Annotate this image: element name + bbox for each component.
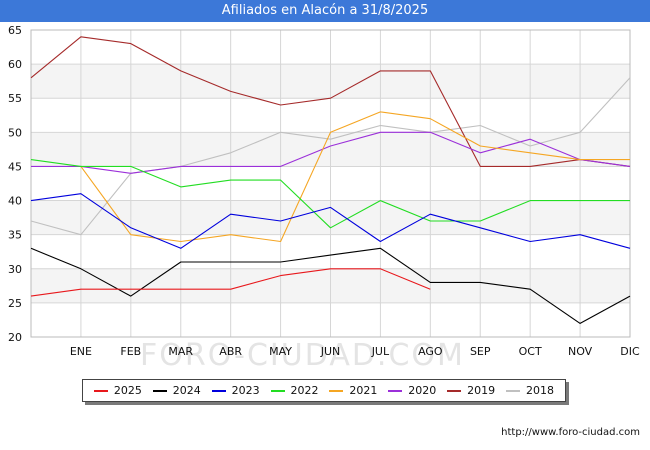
y-tick-label: 50: [8, 126, 22, 139]
series-line-2019: [30, 36, 631, 167]
legend-item-2022: 2022: [270, 384, 319, 397]
legend-item-2025: 2025: [93, 384, 142, 397]
series-lines: [30, 36, 631, 324]
x-tick-label: MAY: [269, 345, 292, 358]
y-tick-label: 45: [8, 160, 22, 173]
legend-swatch: [329, 389, 344, 392]
chart-title: Afiliados en Alacón a 31/8/2025: [0, 0, 650, 22]
source-url: http://www.foro-ciudad.com: [501, 427, 640, 438]
y-tick-label: 20: [8, 331, 22, 344]
series-line-2021: [80, 111, 630, 243]
x-tick-label: SEP: [470, 345, 491, 358]
legend-swatch: [388, 389, 403, 392]
x-tick-label: MAR: [168, 345, 193, 358]
legend-item-2023: 2023: [211, 384, 260, 397]
legend-label: 2025: [113, 384, 142, 397]
legend-swatch: [270, 389, 285, 392]
series-line-2020: [31, 131, 631, 174]
legend-swatch: [506, 389, 520, 392]
y-tick-label: 30: [8, 263, 22, 276]
legend-swatch: [152, 389, 167, 392]
legend-swatch: [447, 389, 462, 392]
series-line-2023: [30, 193, 631, 249]
legend-item-2018: 2018: [506, 384, 554, 397]
legend-label: 2020: [408, 384, 437, 397]
legend: 2025 2024 2023 2022 2021 2020 2019 2018: [82, 379, 566, 402]
x-axis-ticks: ENE FEB MAR ABR MAY JUN JUL AGO SEP OCT NOV DIC: [70, 345, 640, 358]
y-axis-ticks: 20 25 30 35 40 45 50 55 60 65: [8, 24, 22, 344]
x-tick-label: ABR: [219, 345, 242, 358]
legend-item-2024: 2024: [152, 384, 201, 397]
legend-swatch: [211, 389, 226, 392]
series-line-2025: [30, 268, 431, 297]
series-line-2024: [30, 247, 631, 324]
legend-item-2021: 2021: [329, 384, 377, 397]
legend-label: 2022: [290, 384, 319, 397]
x-tick-label: DIC: [620, 345, 640, 358]
legend-swatch: [93, 389, 108, 392]
y-tick-label: 25: [8, 297, 22, 310]
y-tick-label: 40: [8, 195, 22, 208]
y-tick-label: 35: [8, 229, 22, 242]
y-tick-label: 55: [8, 92, 22, 105]
legend-item-2019: 2019: [447, 384, 495, 397]
legend-item-2020: 2020: [388, 384, 436, 397]
y-tick-label: 60: [8, 58, 22, 71]
watermark: FORO-CIUDAD.COM: [140, 338, 465, 373]
legend-label: 2024: [172, 384, 201, 397]
series-line-2022: [30, 159, 630, 229]
x-tick-label: JUL: [371, 345, 390, 358]
legend-label: 2018: [526, 384, 554, 397]
legend-label: 2019: [467, 384, 496, 397]
line-chart: FORO-CIUDAD.COM 20 25 30 35 40 45 50 55 60 65 ENE…: [8, 24, 640, 373]
x-tick-label: OCT: [519, 345, 542, 358]
x-tick-label: JUN: [320, 345, 341, 358]
y-tick-label: 65: [8, 24, 22, 37]
x-tick-label: FEB: [120, 345, 141, 358]
x-tick-label: NOV: [568, 345, 593, 358]
x-tick-label: AGO: [418, 345, 443, 358]
legend-label: 2023: [231, 384, 260, 397]
legend-label: 2021: [349, 384, 378, 397]
x-tick-label: ENE: [70, 345, 92, 358]
plot-border: [30, 29, 631, 338]
